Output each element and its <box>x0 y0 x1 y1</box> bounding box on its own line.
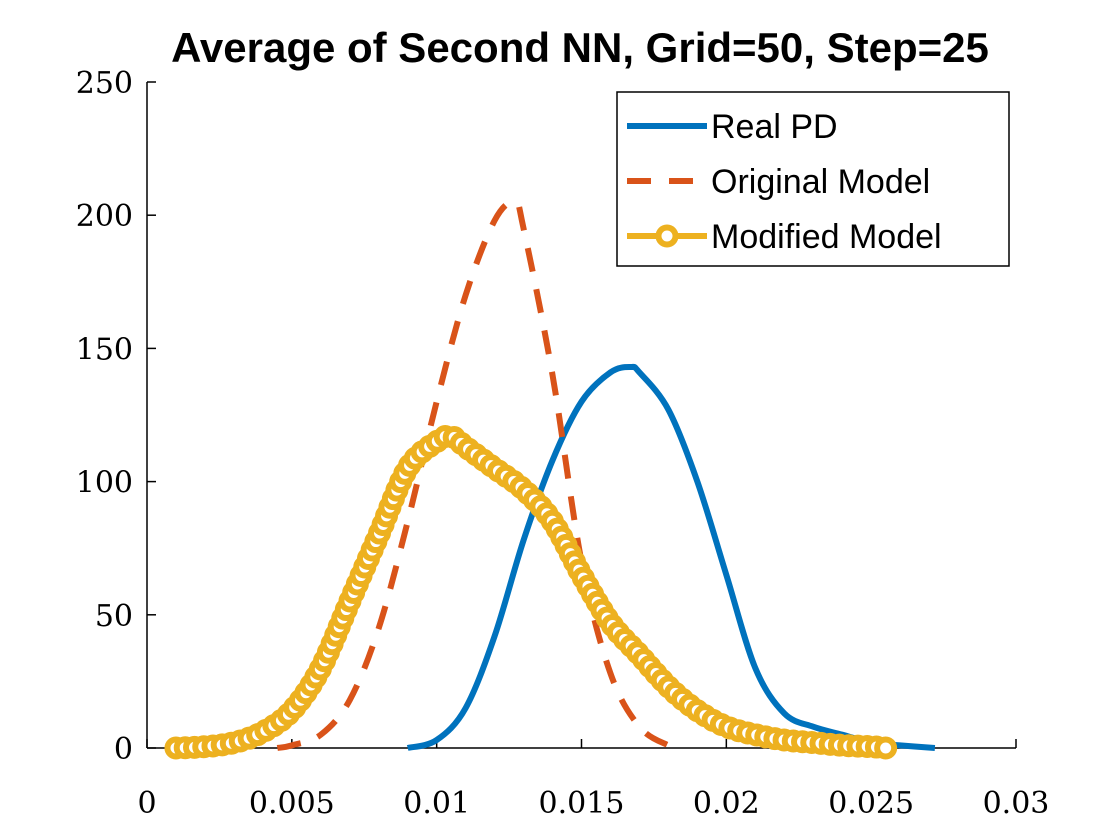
series-layer <box>164 198 936 760</box>
x-tick-label: 0.02 <box>693 786 760 821</box>
y-tick-label: 150 <box>76 332 133 367</box>
modified-model-series <box>164 425 898 760</box>
y-tick-label: 50 <box>95 599 133 634</box>
legend: Real PD Original Model Modified Model <box>616 91 1010 267</box>
original-model-series <box>276 198 684 751</box>
real-pd-series <box>406 363 936 751</box>
data-point <box>874 736 898 760</box>
x-tick-label: 0 <box>137 786 156 821</box>
legend-label: Real PD <box>711 108 838 146</box>
legend-label: Original Model <box>711 163 930 201</box>
y-tick-label: 250 <box>76 66 133 101</box>
x-tick-label: 0.025 <box>828 786 914 821</box>
y-tick-label: 200 <box>76 199 133 234</box>
legend-label: Modified Model <box>711 218 942 256</box>
axes: 0 0.005 0.01 0.015 0.02 0.025 0.03 0 50 100 150 200… <box>76 66 1050 821</box>
x-tick-label: 0.03 <box>983 786 1050 821</box>
chart-title: Average of Second NN, Grid=50, Step=25 <box>171 24 989 71</box>
legend-item-real-pd: Real PD <box>627 108 838 146</box>
legend-item-original-model: Original Model <box>627 163 930 201</box>
original-model-line <box>276 198 684 751</box>
x-tick-label: 0.005 <box>249 786 335 821</box>
y-tick-label: 0 <box>114 732 133 767</box>
x-tick-label: 0.01 <box>403 786 470 821</box>
legend-item-modified-model: Modified Model <box>627 218 942 256</box>
x-tick-label: 0.015 <box>539 786 625 821</box>
real-pd-line <box>406 363 936 751</box>
y-tick-label: 100 <box>76 466 133 501</box>
legend-swatch-marker <box>655 224 679 248</box>
